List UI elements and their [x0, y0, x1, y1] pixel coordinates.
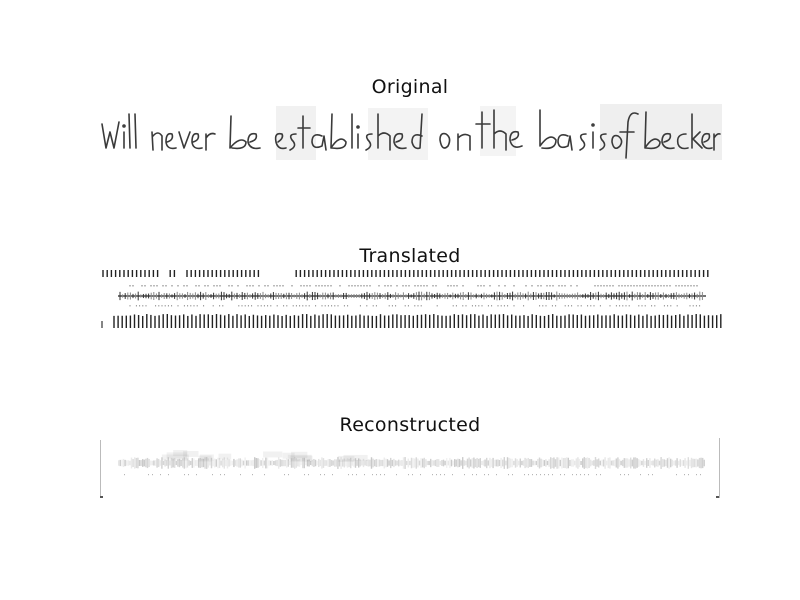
translated-sequence-image — [100, 266, 722, 332]
translated-tick-pattern — [101, 270, 722, 328]
reconstructed-blur-pattern — [100, 438, 720, 498]
panel-title-translated: Translated — [359, 245, 461, 267]
reconstructed-image — [100, 436, 722, 500]
handwriting-line — [101, 104, 722, 160]
panel-title-reconstructed: Reconstructed — [339, 414, 481, 436]
panel-title-original: Original — [371, 76, 449, 98]
original-handwriting-image — [100, 102, 722, 164]
